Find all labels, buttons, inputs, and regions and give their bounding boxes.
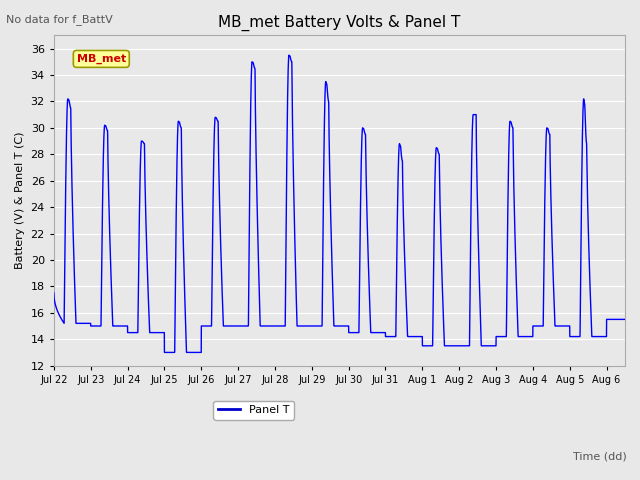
Text: Time (dd): Time (dd)	[573, 451, 627, 461]
Text: MB_met: MB_met	[77, 54, 126, 64]
Title: MB_met Battery Volts & Panel T: MB_met Battery Volts & Panel T	[218, 15, 461, 31]
Text: No data for f_BattV: No data for f_BattV	[6, 14, 113, 25]
Y-axis label: Battery (V) & Panel T (C): Battery (V) & Panel T (C)	[15, 132, 25, 269]
Legend: Panel T: Panel T	[214, 401, 294, 420]
